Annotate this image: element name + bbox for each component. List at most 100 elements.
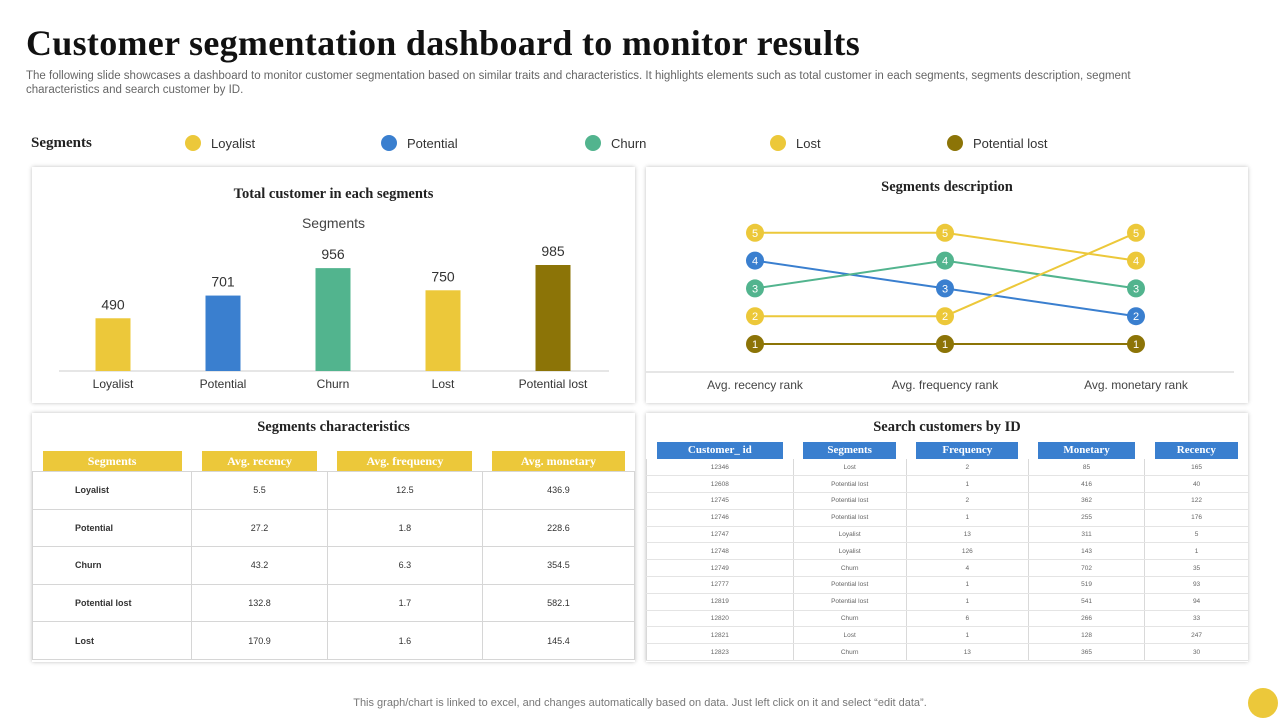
table-row[interactable]: 12346 Lost 2 85 165 (646, 459, 1248, 477)
table-cell: 311 (1027, 526, 1145, 544)
legend-dot-icon (585, 135, 601, 151)
line-chart: 5 5 4 4 3 2 3 4 3 2 2 5 1 1 1 Avg. recency rank Avg. fre… (646, 223, 1234, 392)
table-row: Lost 170.9 1.6 145.4 (31, 621, 636, 660)
table-cell: 2 (905, 459, 1029, 477)
table-row: Churn 43.2 6.3 354.5 (31, 546, 636, 585)
bar-value-label: 956 (321, 246, 345, 262)
bar-chart-title: Total customer in each segments (233, 186, 434, 202)
table-row[interactable]: 12821 Lost 1 128 247 (646, 626, 1248, 645)
table-cell: 362 (1027, 492, 1145, 510)
bar (95, 318, 131, 371)
data-point-label: 3 (752, 283, 758, 295)
table-cell: Potential lost (792, 593, 907, 611)
table-cell: 93 (1144, 576, 1248, 594)
table-cell: Potential lost (792, 475, 907, 494)
bar-chart-subtitle: Segments (301, 215, 366, 231)
data-point (936, 335, 954, 353)
bar (425, 290, 461, 371)
search-panel: Search customers by ID Customer_ id Segme… (646, 413, 1248, 662)
table-cell: 1 (1144, 542, 1248, 561)
data-point-label: 1 (942, 339, 948, 351)
column-header: Segments (803, 442, 897, 459)
legend-dot-icon (947, 135, 963, 151)
table-row[interactable]: 12820 Churn 6 266 33 (646, 610, 1248, 628)
bar (535, 265, 571, 371)
table-cell: Lost (31, 621, 193, 660)
table-cell: 43.2 (191, 546, 328, 585)
table-cell: 12747 (646, 526, 794, 544)
column-header: Avg. frequency (337, 451, 473, 471)
line-chart-title: Segments description (881, 179, 1013, 195)
table-cell: Potential lost (792, 576, 907, 594)
table-cell: 12746 (646, 509, 794, 527)
bar-chart: 490 Loyalist 701 Potential 956 Churn 750 Lost 98… (59, 243, 609, 391)
table-cell: Potential (31, 508, 193, 548)
table-cell: 582.1 (481, 583, 636, 623)
table-cell: 5.5 (191, 471, 328, 510)
footer-note: This graph/chart is linked to excel, and… (353, 697, 927, 709)
table-row[interactable]: 12777 Potential lost 1 519 93 (646, 576, 1248, 594)
search-title: Search customers by ID (873, 419, 1021, 435)
legend-dot-icon (185, 135, 201, 151)
table-cell: 2 (905, 492, 1029, 510)
table-cell: Churn (792, 643, 907, 662)
table-cell: Churn (792, 559, 907, 578)
data-point-label: 3 (1133, 283, 1139, 295)
table-cell: Lost (792, 626, 907, 645)
data-point (1127, 251, 1145, 270)
table-cell: 12820 (646, 610, 794, 628)
table-cell: 6 (905, 610, 1029, 628)
table-row[interactable]: 12748 Loyalist 126 143 1 (646, 542, 1248, 561)
legend-label: Lost (796, 135, 821, 151)
page-title: Customer segmentation dashboard to monit… (26, 23, 861, 63)
data-point-label: 4 (942, 256, 948, 268)
table-row[interactable]: 12745 Potential lost 2 362 122 (646, 492, 1248, 510)
column-header: Avg. recency (201, 451, 318, 471)
table-cell: 33 (1144, 610, 1248, 628)
data-point (746, 307, 764, 326)
bar-value-label: 985 (541, 243, 565, 259)
data-point (746, 251, 764, 270)
table-row: Potential 27.2 1.8 228.6 (31, 508, 636, 548)
data-point (1127, 307, 1145, 326)
table-cell: 35 (1144, 559, 1248, 578)
table-row[interactable]: 12747 Loyalist 13 311 5 (646, 526, 1248, 544)
legend-dot-icon (770, 135, 786, 151)
bar-value-label: 490 (101, 296, 125, 312)
legend-item: Loyalist (185, 135, 255, 151)
table-cell: 12748 (646, 542, 794, 561)
data-point-label: 5 (1133, 228, 1139, 240)
table-row[interactable]: 12746 Potential lost 1 255 176 (646, 509, 1248, 527)
table-cell: Potential lost (792, 509, 907, 527)
legend-label: Loyalist (211, 135, 256, 151)
table-row[interactable]: 12823 Churn 13 365 30 (646, 643, 1248, 662)
table-cell: 6.3 (326, 546, 483, 585)
table-row[interactable]: 12819 Potential lost 1 541 94 (646, 593, 1248, 611)
table-cell: 12745 (646, 492, 794, 510)
table-header-row: Customer_ id Segments Frequency Monetary Rec… (647, 442, 1249, 459)
table-cell: 126 (905, 542, 1029, 561)
search-table: Customer_ id Segments Frequency Monetary Rec… (646, 442, 1249, 662)
table-cell: 1.6 (326, 621, 483, 660)
table-cell: 128 (1027, 626, 1145, 645)
bar (205, 295, 241, 371)
data-point (1127, 335, 1145, 353)
x-tick-label: Potential (200, 377, 247, 391)
table-row[interactable]: 12749 Churn 4 702 35 (646, 559, 1248, 578)
line-chart-panel: Segments description 5 5 4 4 3 2 3 4 3 2 2 5 1 1 1 Avg.… (646, 167, 1248, 403)
table-cell: 94 (1144, 593, 1248, 611)
legend-dot-icon (381, 135, 397, 151)
table-row: Loyalist 5.5 12.5 436.9 (31, 471, 636, 510)
data-point (746, 335, 764, 353)
table-row[interactable]: 12608 Potential lost 1 416 40 (646, 475, 1248, 494)
table-cell: 4 (905, 559, 1029, 578)
page-subtitle: The following slide showcases a dashboar… (26, 70, 1131, 96)
legend-item: Potential lost (947, 135, 1047, 151)
data-point-label: 5 (942, 228, 948, 240)
table-cell: 1.8 (326, 508, 483, 548)
data-point (746, 279, 764, 298)
table-cell: Lost (792, 459, 907, 477)
table-header-row: Segments Avg. recency Avg. frequency Avg. m… (33, 451, 635, 472)
legend-item: Churn (585, 135, 646, 151)
table-cell: Loyalist (31, 471, 193, 510)
